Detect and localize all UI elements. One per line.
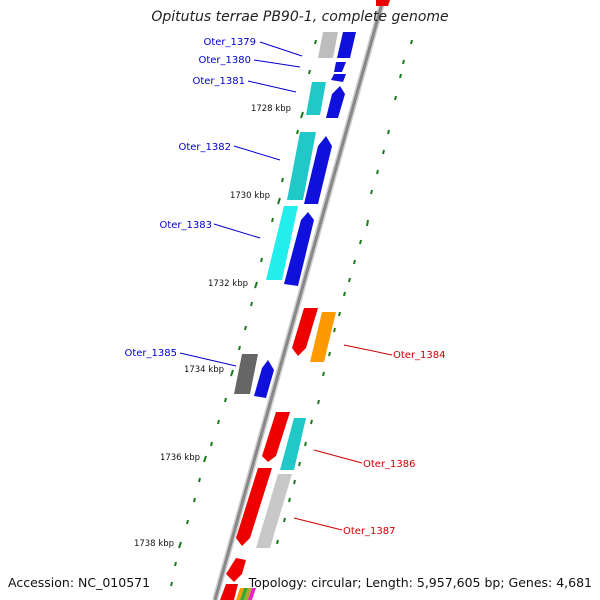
gene-block-red-1384a[interactable] bbox=[292, 308, 318, 356]
gene-label-oter-1382[interactable]: Oter_1382 bbox=[178, 142, 231, 153]
scale-tick-label: 1730 kbp bbox=[230, 191, 270, 201]
scale-track-dashes bbox=[170, 39, 317, 587]
genome-backbone bbox=[213, 0, 385, 600]
gene-block-red-bottom[interactable] bbox=[226, 558, 246, 582]
scale-tick-label: 1736 kbp bbox=[160, 453, 200, 463]
gene-block-red-1386a[interactable] bbox=[262, 412, 290, 462]
gene-block-gray[interactable] bbox=[318, 32, 338, 58]
gene-label-oter-1384[interactable]: Oter_1384 bbox=[393, 350, 446, 361]
gene-block-orange-bottom[interactable] bbox=[236, 588, 244, 600]
gene-label-oter-1387[interactable]: Oter_1387 bbox=[343, 526, 396, 537]
gene-block-oter-1384[interactable] bbox=[310, 312, 336, 362]
gene-block-small-blue[interactable] bbox=[331, 74, 346, 82]
gene-block-red-1387a[interactable] bbox=[236, 468, 272, 546]
gene-block-green-bottom[interactable] bbox=[240, 588, 248, 600]
gene-block-oter-1382[interactable] bbox=[304, 136, 332, 204]
gene-block-magenta-bottom[interactable] bbox=[248, 588, 256, 600]
gene-block-red[interactable] bbox=[376, 0, 390, 6]
accession-text: Accession: NC_010571 bbox=[8, 575, 151, 590]
scale-tick-label: 1728 kbp bbox=[251, 104, 291, 114]
gene-label-oter-1380[interactable]: Oter_1380 bbox=[198, 55, 251, 66]
gene-glyphs bbox=[220, 0, 390, 600]
gene-label-oter-1381[interactable]: Oter_1381 bbox=[192, 76, 245, 87]
gene-labels: Oter_1379 Oter_1380 Oter_1381 Oter_1382 … bbox=[124, 37, 445, 537]
gene-label-oter-1383[interactable]: Oter_1383 bbox=[159, 220, 212, 231]
gene-block-oter-1386[interactable] bbox=[280, 418, 306, 470]
scale-tick-label: 1738 kbp bbox=[134, 539, 174, 549]
gene-label-oter-1386[interactable]: Oter_1386 bbox=[363, 459, 416, 470]
gene-block-olive-bottom[interactable] bbox=[244, 588, 252, 600]
gene-block-oter-1382-cyan[interactable] bbox=[287, 132, 316, 200]
scale-tick-label: 1734 kbp bbox=[184, 365, 224, 375]
genome-title: Opitutus terrae PB90-1, complete genome bbox=[151, 9, 449, 25]
gene-block-oter-1381[interactable] bbox=[306, 82, 326, 115]
gene-block-blue-1383b[interactable] bbox=[284, 212, 314, 286]
gene-block-oter-1383[interactable] bbox=[266, 206, 298, 280]
gene-block-blue-1381b[interactable] bbox=[326, 86, 345, 118]
gene-block-dark-gray[interactable] bbox=[234, 354, 258, 394]
outer-track-dashes bbox=[276, 39, 413, 545]
label-leaders bbox=[179, 41, 393, 531]
gene-block-oter-1385[interactable] bbox=[254, 360, 274, 398]
genome-summary-text: Topology: circular; Length: 5,957,605 bp… bbox=[248, 575, 592, 590]
scale-labels: 1728 kbp 1730 kbp 1732 kbp 1734 kbp 1736… bbox=[134, 104, 291, 549]
gene-label-oter-1385[interactable]: Oter_1385 bbox=[124, 348, 177, 359]
gene-block-red-bottom2[interactable] bbox=[220, 584, 238, 600]
gene-label-oter-1379[interactable]: Oter_1379 bbox=[203, 37, 256, 48]
gene-block-oter-1387[interactable] bbox=[256, 474, 292, 548]
gene-block-oter-1379[interactable] bbox=[337, 32, 356, 58]
gene-block-oter-1380[interactable] bbox=[334, 62, 346, 72]
scale-tick-label: 1732 kbp bbox=[208, 279, 248, 289]
